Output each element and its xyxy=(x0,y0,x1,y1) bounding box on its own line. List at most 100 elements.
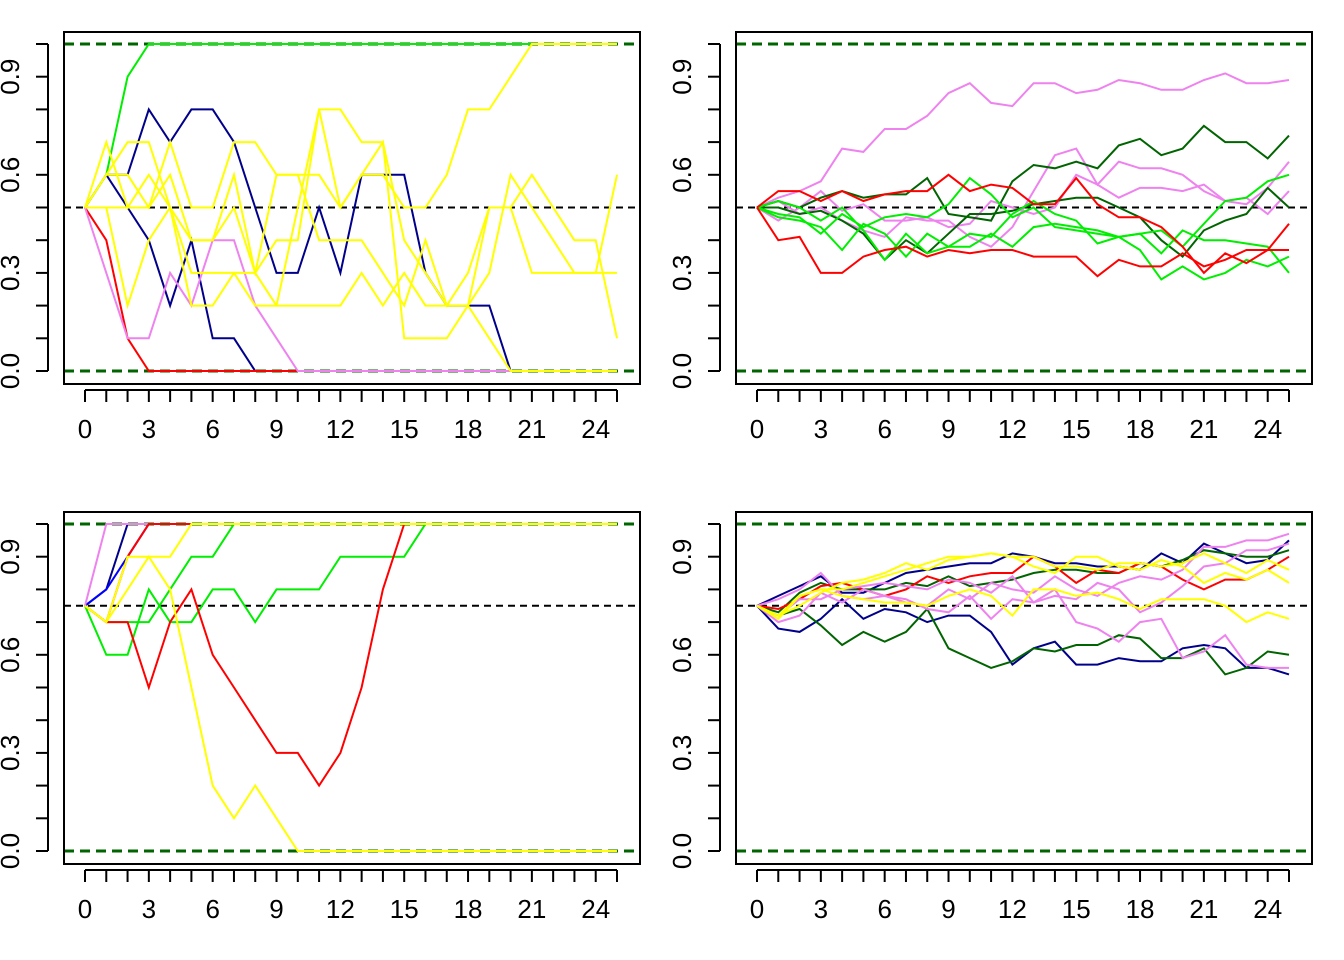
y-tick-label: 0.3 xyxy=(667,255,697,291)
x-tick-label: 3 xyxy=(142,414,156,444)
series-line-1 xyxy=(756,147,1290,248)
series-line-7 xyxy=(756,173,1290,262)
x-tick-label: 6 xyxy=(205,894,219,924)
y-axis: 0.0 0.3 0.6 0.9 xyxy=(667,523,721,869)
plot-frame xyxy=(735,31,1313,385)
series-line-7 xyxy=(84,554,617,852)
series-line-3 xyxy=(84,43,617,209)
y-axis: 0.0 0.3 0.6 0.9 xyxy=(667,43,721,389)
series-line-0 xyxy=(84,523,617,607)
series-line-10 xyxy=(756,588,1290,624)
x-tick-label: 24 xyxy=(581,894,610,924)
series-line-0 xyxy=(756,539,1290,607)
x-axis: 0 3 6 9 12 15 18 21 24 xyxy=(78,869,618,924)
y-tick-label: 0.6 xyxy=(667,157,697,193)
x-tick-label: 15 xyxy=(1062,894,1091,924)
chart-panel-top-left: 0 3 6 9 12 15 18 21 24 0.0 0.3 0.6 0.9 xyxy=(0,31,641,444)
series-line-5 xyxy=(756,206,1290,281)
x-tick-label: 0 xyxy=(78,894,92,924)
x-tick-label: 6 xyxy=(877,894,891,924)
x-tick-label: 24 xyxy=(1253,414,1282,444)
y-tick-label: 0.0 xyxy=(667,353,697,389)
chart-panel-bottom-right: 0 3 6 9 12 15 18 21 24 0.0 0.3 0.6 0.9 xyxy=(667,511,1313,924)
series-line-2 xyxy=(84,523,617,607)
x-tick-label: 3 xyxy=(814,894,828,924)
y-tick-label: 0.0 xyxy=(0,353,25,389)
series-line-8 xyxy=(756,552,1290,617)
y-tick-label: 0.6 xyxy=(0,157,25,193)
x-axis: 0 3 6 9 12 15 18 21 24 xyxy=(750,389,1290,444)
x-tick-label: 21 xyxy=(517,894,546,924)
series-line-4 xyxy=(756,555,1290,611)
series-line-9 xyxy=(756,206,1289,278)
x-tick-label: 18 xyxy=(454,894,483,924)
x-tick-label: 9 xyxy=(941,894,955,924)
x-tick-label: 6 xyxy=(205,414,219,444)
x-tick-label: 24 xyxy=(1253,894,1282,924)
x-tick-label: 18 xyxy=(1126,894,1155,924)
x-tick-label: 15 xyxy=(1062,414,1091,444)
series-line-6 xyxy=(756,588,1289,669)
chart-panel-bottom-left: 0 3 6 9 12 15 18 21 24 0.0 0.3 0.6 0.9 xyxy=(0,511,641,924)
series-line-5 xyxy=(84,108,617,307)
x-tick-label: 12 xyxy=(998,414,1027,444)
x-tick-label: 24 xyxy=(581,414,610,444)
series-group xyxy=(756,72,1290,281)
x-axis: 0 3 6 9 12 15 18 21 24 xyxy=(750,869,1290,924)
x-tick-label: 12 xyxy=(998,894,1027,924)
chart-panel-top-right: 0 3 6 9 12 15 18 21 24 0.0 0.3 0.6 0.9 xyxy=(667,31,1313,444)
y-tick-label: 0.3 xyxy=(0,735,25,771)
x-tick-label: 9 xyxy=(269,414,283,444)
x-tick-label: 15 xyxy=(390,414,419,444)
series-line-2 xyxy=(756,604,1290,676)
plot-frame xyxy=(63,31,641,385)
series-line-8 xyxy=(84,523,617,624)
series-group xyxy=(84,523,617,852)
series-line-9 xyxy=(756,552,1290,621)
y-tick-label: 0.0 xyxy=(667,833,697,869)
series-line-6 xyxy=(84,523,617,624)
series-line-8 xyxy=(756,173,1290,275)
x-tick-label: 12 xyxy=(326,414,355,444)
x-tick-label: 15 xyxy=(390,894,419,924)
series-line-4 xyxy=(84,523,617,624)
y-tick-label: 0.3 xyxy=(667,735,697,771)
series-line-1 xyxy=(756,597,1290,676)
y-tick-label: 0.9 xyxy=(667,539,697,575)
x-tick-label: 0 xyxy=(750,894,764,924)
x-tick-label: 0 xyxy=(78,414,92,444)
x-tick-label: 21 xyxy=(517,414,546,444)
y-axis: 0.0 0.3 0.6 0.9 xyxy=(0,43,49,389)
x-tick-label: 9 xyxy=(269,894,283,924)
x-tick-label: 18 xyxy=(454,414,483,444)
plot-frame xyxy=(735,511,1313,865)
series-line-8 xyxy=(84,138,618,308)
x-tick-label: 3 xyxy=(814,414,828,444)
series-line-5 xyxy=(84,523,617,788)
x-tick-label: 21 xyxy=(1189,894,1218,924)
series-line-2 xyxy=(756,161,1290,229)
plot-frame xyxy=(63,511,641,865)
x-tick-label: 21 xyxy=(1189,414,1218,444)
series-line-4 xyxy=(757,186,1290,262)
y-tick-label: 0.3 xyxy=(0,255,25,291)
series-line-9 xyxy=(85,43,617,277)
series-group xyxy=(756,532,1290,676)
series-group xyxy=(84,43,618,372)
y-tick-label: 0.6 xyxy=(0,637,25,673)
series-line-6 xyxy=(756,176,1290,274)
x-tick-label: 12 xyxy=(326,894,355,924)
y-tick-label: 0.6 xyxy=(667,637,697,673)
y-tick-label: 0.9 xyxy=(667,59,697,95)
x-tick-label: 9 xyxy=(941,414,955,444)
x-tick-label: 0 xyxy=(750,414,764,444)
y-tick-label: 0.0 xyxy=(0,833,25,869)
series-line-1 xyxy=(84,523,617,607)
series-line-0 xyxy=(756,72,1290,209)
x-tick-label: 18 xyxy=(1126,414,1155,444)
y-tick-label: 0.9 xyxy=(0,539,25,575)
y-tick-label: 0.9 xyxy=(0,59,25,95)
x-axis: 0 3 6 9 12 15 18 21 24 xyxy=(78,389,618,444)
x-tick-label: 3 xyxy=(142,894,156,924)
